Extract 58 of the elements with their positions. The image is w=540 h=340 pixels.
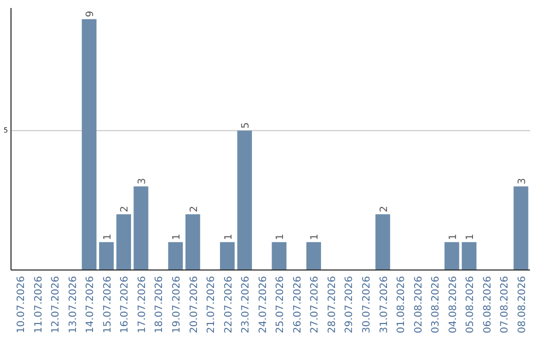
x-tick-label: 17.07.2026 <box>136 276 148 334</box>
x-tick-label: 05.08.2026 <box>465 276 476 334</box>
x-tick-label: 12.07.2026 <box>50 276 62 334</box>
x-tick-label: 06.08.2026 <box>482 276 494 334</box>
bar <box>134 186 148 270</box>
data-label: 1 <box>102 234 114 240</box>
x-tick-label: 11.07.2026 <box>33 276 44 334</box>
x-tick-label: 15.07.2026 <box>102 276 114 334</box>
x-tick-label: 31.07.2026 <box>378 276 390 334</box>
x-tick-label: 20.07.2026 <box>188 276 200 334</box>
data-label: 2 <box>378 206 390 212</box>
bar <box>272 242 286 270</box>
bar <box>237 130 252 270</box>
bar <box>375 214 390 270</box>
x-tick-label: 08.08.2026 <box>516 276 528 334</box>
data-label: 1 <box>310 234 321 240</box>
bar <box>185 214 200 270</box>
bar <box>462 242 476 270</box>
data-label: 1 <box>172 234 183 240</box>
x-tick-label: 14.07.2026 <box>85 276 96 334</box>
data-label: 3 <box>516 178 528 184</box>
data-label: 5 <box>240 122 252 129</box>
x-tick-label: 10.07.2026 <box>16 276 28 334</box>
x-tick-label: 18.07.2026 <box>154 276 166 334</box>
x-tick-label: 21.07.2026 <box>206 276 218 334</box>
x-tick-label: 24.07.2026 <box>258 276 269 334</box>
x-tick-label: 23.07.2026 <box>240 276 252 334</box>
x-tick-label: 19.07.2026 <box>172 276 183 334</box>
x-tick-label: 02.08.2026 <box>413 276 424 334</box>
bar <box>82 19 96 270</box>
x-tick-label: 30.07.2026 <box>361 276 372 334</box>
x-tick-label: 27.07.2026 <box>310 276 321 334</box>
data-label: 1 <box>275 234 286 240</box>
bar <box>116 214 132 270</box>
data-label: 1 <box>223 234 234 240</box>
x-tick-label: 29.07.2026 <box>344 276 356 334</box>
data-label: 2 <box>120 206 131 212</box>
x-tick-label: 01.08.2026 <box>396 276 408 334</box>
x-tick-label: 13.07.2026 <box>68 276 79 334</box>
x-tick-label: 22.07.2026 <box>223 276 234 334</box>
data-label: 1 <box>465 234 476 240</box>
x-tick-label: 07.08.2026 <box>500 276 511 334</box>
x-tick-label: 25.07.2026 <box>275 276 286 334</box>
x-tick-label: 16.07.2026 <box>120 276 131 334</box>
bar <box>306 242 322 270</box>
bar <box>168 242 183 270</box>
x-tick-label: 26.07.2026 <box>292 276 304 334</box>
data-label: 2 <box>188 206 200 212</box>
data-label: 3 <box>136 178 148 184</box>
bar <box>514 186 528 270</box>
bar <box>220 242 235 270</box>
bar <box>99 242 114 270</box>
x-tick-label: 28.07.2026 <box>326 276 338 334</box>
bar <box>444 242 460 270</box>
x-tick-label: 03.08.2026 <box>430 276 442 334</box>
x-tick-label: 04.08.2026 <box>448 276 459 334</box>
data-label: 9 <box>85 10 96 18</box>
data-label: 1 <box>448 234 459 240</box>
